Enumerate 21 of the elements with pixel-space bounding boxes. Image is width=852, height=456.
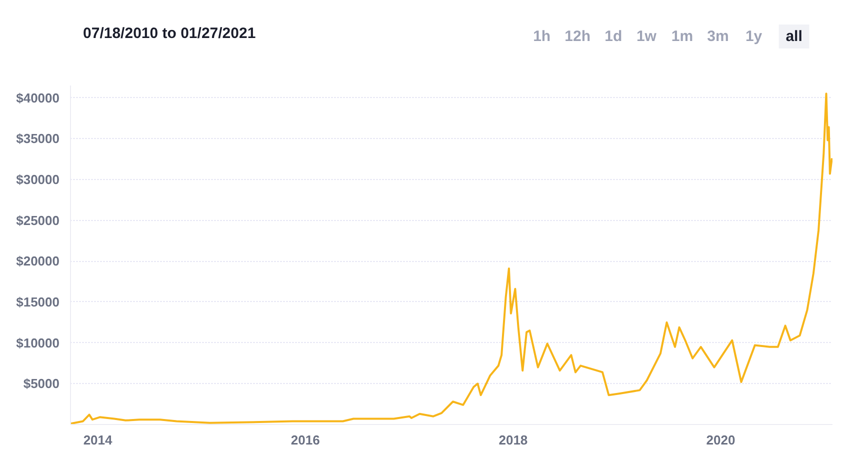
x-tick-label: 2014 [83, 432, 114, 448]
y-tick-label: $30000 [16, 172, 60, 187]
y-tick-label: $10000 [16, 335, 60, 350]
text: 1d [604, 28, 622, 45]
chart-title: 07/18/2010 to 01/27/2021 [83, 25, 256, 42]
y-tick-label: $40000 [16, 90, 60, 106]
y-tick-label: $35000 [16, 131, 60, 146]
y-tick-label: $5000 [23, 376, 60, 392]
y-tick-label: $15000 [16, 294, 60, 310]
text: 1m [671, 28, 694, 45]
x-tick-label: 2020 [706, 432, 736, 448]
text: 3m [707, 28, 729, 45]
text: 1h [533, 28, 551, 45]
text: all [786, 28, 802, 45]
x-tick-label: 2018 [498, 432, 528, 448]
text: 1y [745, 28, 763, 45]
x-tick-label: 2016 [290, 432, 320, 448]
text: 12h [564, 28, 591, 45]
y-tick-label: $25000 [16, 212, 60, 228]
text: 1w [636, 28, 657, 45]
y-tick-label: $20000 [16, 254, 60, 269]
